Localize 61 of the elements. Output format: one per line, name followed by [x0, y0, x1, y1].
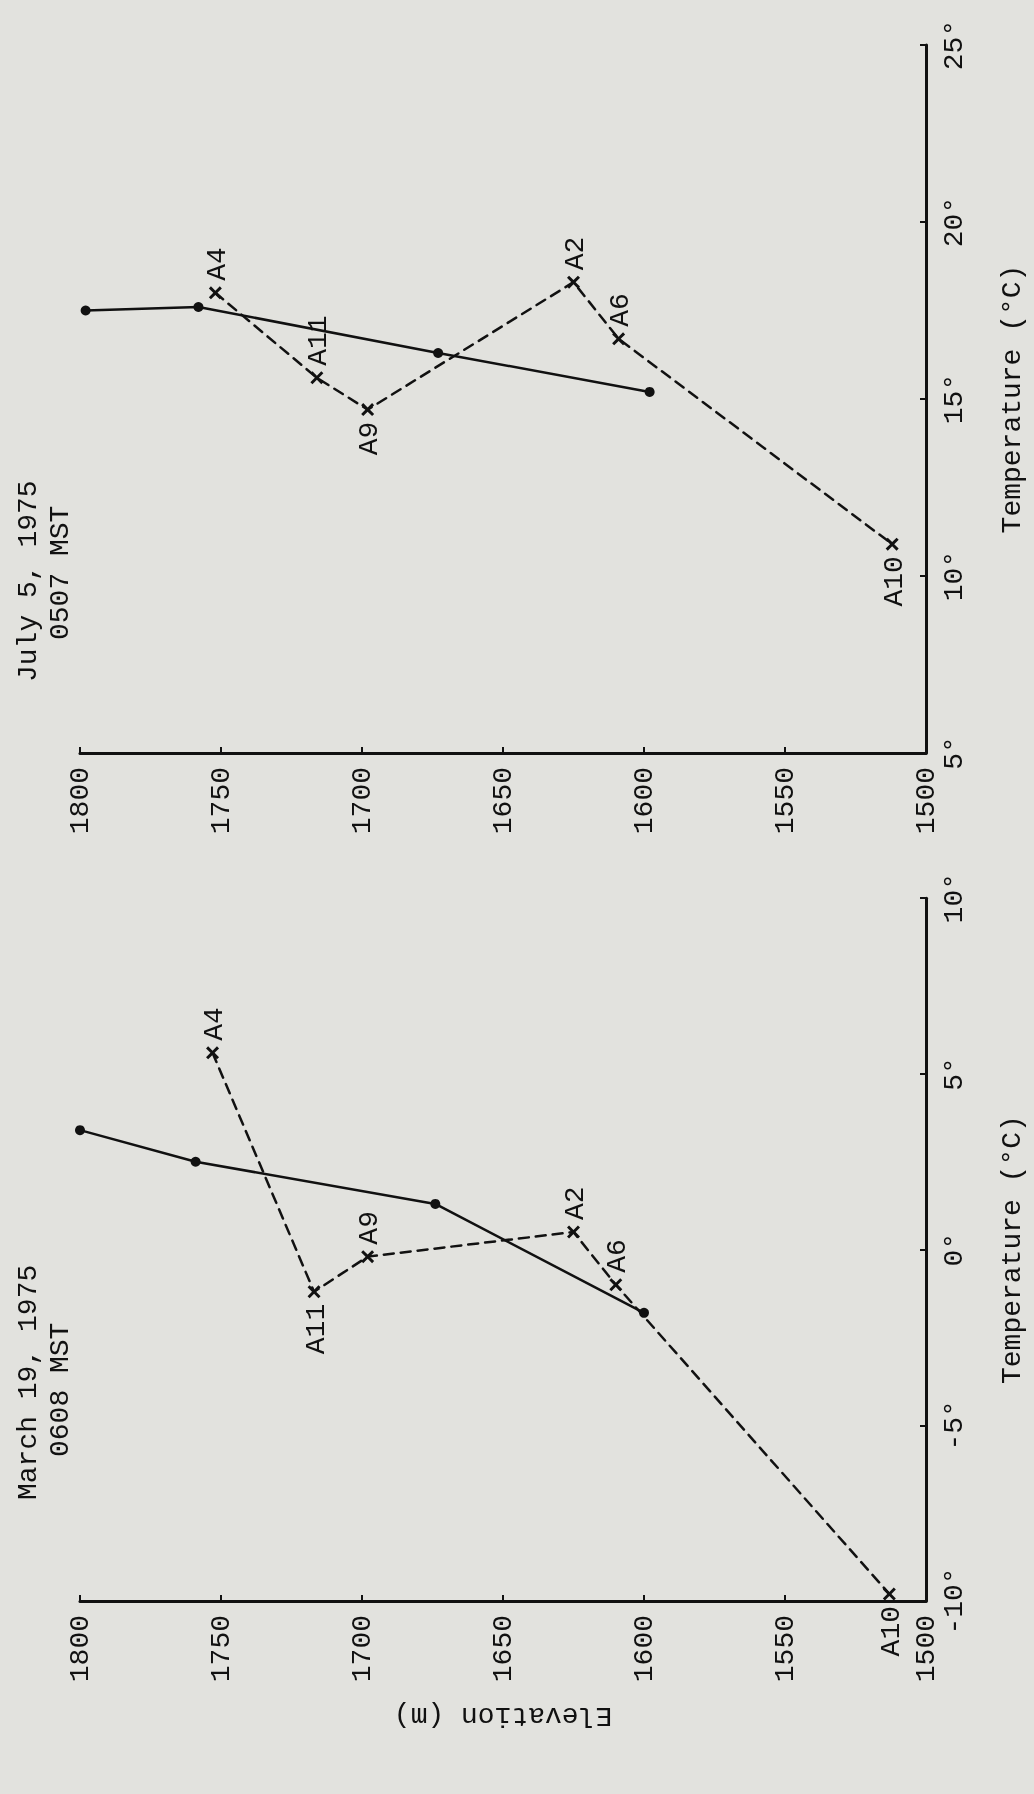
y-tick-label: 5°	[938, 736, 970, 770]
point	[208, 286, 222, 300]
annotation: A9	[354, 1211, 386, 1245]
x-tick-label: 1800	[64, 767, 96, 835]
point	[433, 347, 444, 358]
point	[361, 403, 375, 417]
point	[644, 386, 655, 397]
point	[307, 1285, 321, 1299]
annotation: A2	[560, 236, 591, 271]
text: March 19, 1975	[12, 1264, 44, 1500]
x-tick-label: 1500	[910, 767, 942, 835]
point	[190, 1156, 201, 1167]
annotation: A4	[199, 1007, 231, 1041]
text: 0507 MST	[44, 505, 76, 640]
x-tick-label: 1600	[628, 1615, 660, 1683]
annotation: A11	[300, 1303, 332, 1355]
point	[193, 301, 204, 312]
y-tick-label: 25°	[938, 19, 970, 71]
point	[882, 1587, 896, 1601]
y-tick-label: 20°	[938, 196, 970, 248]
annotation: A2	[560, 1186, 591, 1221]
point	[75, 1125, 85, 1136]
annotation: A6	[605, 293, 637, 327]
x-tick-label: 1550	[769, 1615, 801, 1683]
annotation: A6	[602, 1239, 634, 1273]
y-axis-title: Temperature (°C)	[996, 264, 1028, 534]
y-axis-title: Temperature (°C)	[996, 1115, 1028, 1385]
y-tick-label: 5°	[938, 1057, 970, 1091]
point	[80, 305, 91, 316]
x-tick-label: 1600	[628, 767, 660, 835]
point	[361, 1250, 375, 1264]
point	[567, 1225, 580, 1239]
point	[430, 1198, 441, 1209]
x-axis-title: Elevation (m)	[393, 1699, 613, 1731]
x-tick-label: 1700	[346, 767, 378, 835]
y-tick-label: -5°	[938, 1400, 970, 1451]
point	[567, 275, 580, 289]
x-tick-label: 1650	[487, 1615, 519, 1683]
x-tick-label: 1700	[346, 1615, 378, 1683]
text: July 5, 1975	[12, 480, 44, 682]
annotation: A11	[303, 315, 335, 366]
point	[609, 1278, 623, 1292]
annotation: A10	[875, 1605, 907, 1657]
x-tick-label: 1750	[205, 1615, 237, 1683]
point	[612, 332, 626, 346]
x-tick-label: 1800	[64, 1615, 96, 1683]
point	[639, 1307, 649, 1318]
point	[206, 1046, 220, 1060]
annotation: A10	[878, 556, 910, 607]
text: 0608 MST	[44, 1322, 76, 1457]
y-tick-label: 0°	[938, 1232, 970, 1267]
annotation: A4	[201, 247, 233, 281]
point	[885, 537, 899, 551]
point	[310, 371, 324, 385]
x-tick-label: 1550	[769, 767, 801, 835]
x-tick-label: 1650	[487, 767, 519, 835]
y-tick-label: 10°	[938, 550, 970, 602]
y-tick-label: 15°	[938, 373, 970, 425]
x-tick-label: 1750	[205, 767, 237, 835]
annotation: A9	[354, 421, 386, 456]
y-tick-label: 10°	[938, 872, 970, 924]
